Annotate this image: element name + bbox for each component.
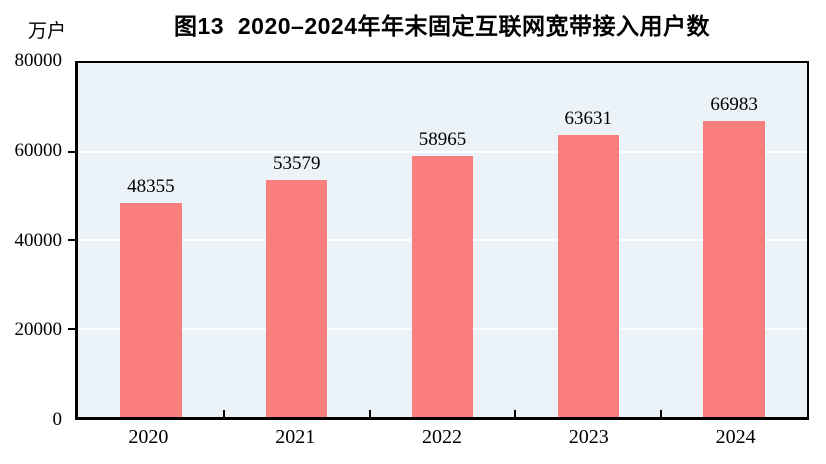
y-tick-mark [68,150,75,153]
bar-2022 [411,156,474,417]
bar-2024 [703,120,765,417]
y-axis-tick-labels: 0 20000 40000 60000 80000 [0,50,63,430]
y-axis-unit-label: 万户 [28,21,67,42]
x-tick-mark [660,410,663,417]
y-tick-label: 0 [52,409,63,430]
y-tick-label: 40000 [14,229,63,251]
value-label: 48355 [127,176,175,198]
x-axis-tick-labels: 2020 2021 2022 2023 2024 [75,426,809,449]
y-tick-label: 60000 [14,139,63,161]
gridline [78,150,807,153]
x-tick-label: 2020 [128,426,169,448]
x-tick-mark [222,410,225,417]
y-tick-label: 80000 [14,50,63,71]
x-tick-label: 2024 [715,426,756,448]
bar-column: 48355 [78,63,224,417]
y-tick-mark [68,239,75,241]
value-label: 53579 [272,152,321,174]
value-label: 66983 [710,93,758,115]
bar-column: 66983 [661,63,807,417]
x-tick-label: 2021 [275,426,316,448]
chart-title: 图13 2020–2024年年末固定互联网宽带接入用户数 [174,13,710,39]
bar-2021 [266,179,328,417]
x-tick-label: 2023 [568,426,609,448]
value-label: 58965 [418,129,467,151]
y-tick-label: 20000 [14,319,63,341]
x-tick-label: 2022 [421,426,462,448]
x-tick-mark [514,410,517,417]
bar-2020 [120,203,182,417]
value-label: 63631 [564,108,613,130]
plot-area: 48355 53579 58965 63631 66983 [68,61,809,420]
x-tick-mark [368,410,371,417]
bar-column: 63631 [515,63,661,417]
bar-2023 [557,135,619,417]
bar-column: 53579 [224,63,370,417]
y-tick-mark [68,327,75,330]
bar-column: 58965 [370,63,516,417]
